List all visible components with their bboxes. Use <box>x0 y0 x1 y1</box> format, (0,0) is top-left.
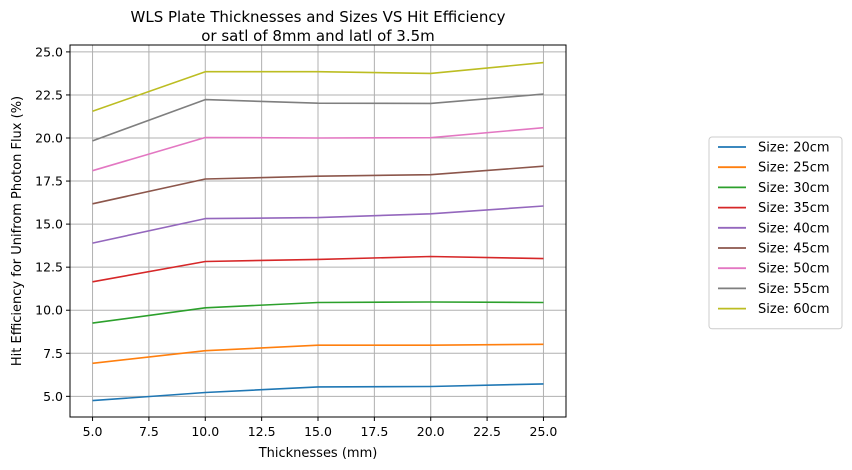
y-tick-label: 25.0 <box>35 44 63 59</box>
series-line-3 <box>92 301 544 324</box>
chart-title: WLS Plate Thicknesses and Sizes VS Hit E… <box>131 8 506 26</box>
series-line-8 <box>92 93 544 142</box>
legend-entry-label: Size: 30cm <box>758 181 830 196</box>
ticks: 5.0 7.5 10.0 12.5 15.0 17.5 20.0 22.5 25.0 5.0 7.5… <box>35 44 557 439</box>
y-tick-label: 20.0 <box>35 131 63 146</box>
legend-entry-label: Size: 45cm <box>758 242 830 257</box>
chart-subtitle: or satl of 8mm and latl of 3.5m <box>201 27 435 45</box>
series-line-7 <box>92 126 544 172</box>
series-line-1 <box>92 383 544 402</box>
series-line-5 <box>92 205 544 244</box>
x-axis-label: Thicknesses (mm) <box>258 446 378 461</box>
x-tick-label: 5.0 <box>83 424 103 439</box>
series-line-2 <box>92 343 544 365</box>
y-tick-label: 15.0 <box>35 217 63 232</box>
y-axis-label: Hit Efficiency for Unifrom Photon Flux (… <box>10 96 25 366</box>
series-line-6 <box>92 165 544 205</box>
x-tick-label: 12.5 <box>248 424 276 439</box>
legend-entry-label: Size: 20cm <box>758 141 830 156</box>
y-tick-label: 5.0 <box>43 389 63 404</box>
y-tick-label: 10.0 <box>35 303 63 318</box>
legend-entry-label: Size: 40cm <box>758 221 830 236</box>
y-tick-label: 12.5 <box>35 260 63 275</box>
legend-entry-label: Size: 25cm <box>758 161 830 176</box>
x-tick-label: 22.5 <box>473 424 501 439</box>
grid <box>70 45 566 417</box>
x-tick-label: 20.0 <box>417 424 445 439</box>
x-tick-label: 10.0 <box>191 424 219 439</box>
x-tick-label: 25.0 <box>530 424 558 439</box>
x-tick-label: 17.5 <box>360 424 388 439</box>
y-tick-label: 17.5 <box>35 174 63 189</box>
x-tick-label: 15.0 <box>304 424 332 439</box>
series-line-4 <box>92 255 544 283</box>
legend-entry-label: Size: 60cm <box>758 302 830 317</box>
y-tick-label: 7.5 <box>43 346 63 361</box>
legend-entry-label: Size: 35cm <box>758 201 830 216</box>
y-tick-label: 22.5 <box>35 87 63 102</box>
series-lines <box>92 61 544 402</box>
legend-box <box>708 136 843 330</box>
x-tick-label: 7.5 <box>139 424 159 439</box>
legend-entry-label: Size: 55cm <box>758 282 830 297</box>
legend-entry-label: Size: 50cm <box>758 262 830 277</box>
legend: Size: 20cm Size: 25cm Size: 30cm Size: 35cm… <box>708 136 843 330</box>
series-line-9 <box>92 61 544 113</box>
